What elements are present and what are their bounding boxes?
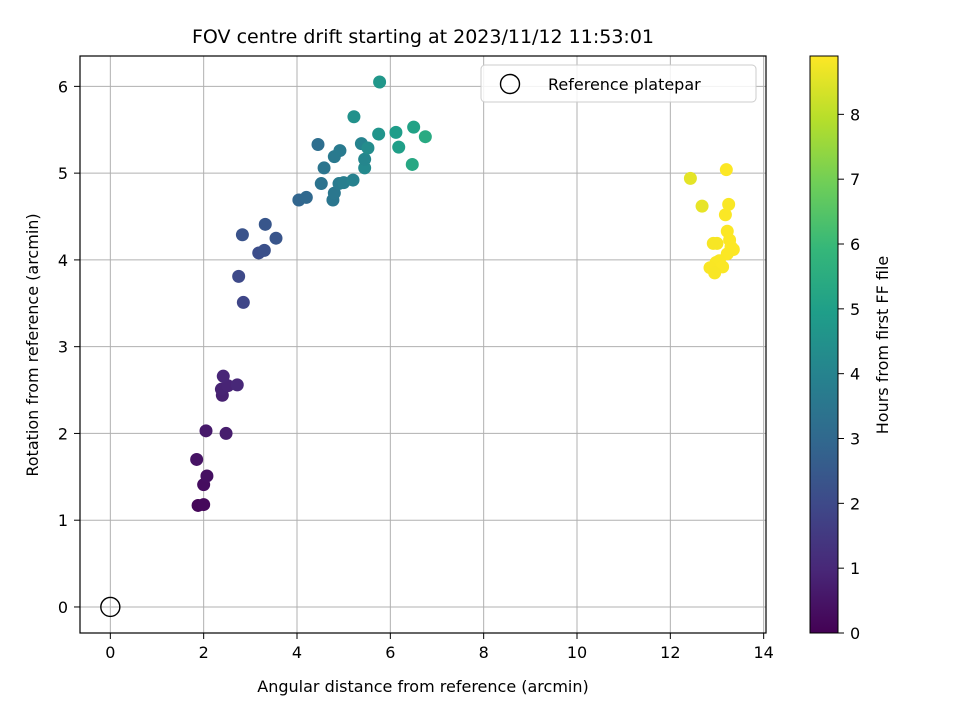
y-tick-label: 5 xyxy=(58,164,68,183)
data-point xyxy=(718,208,732,222)
data-point xyxy=(346,173,360,187)
colorbar-tick-label: 1 xyxy=(850,559,860,578)
y-tick-label: 0 xyxy=(58,598,68,617)
data-point xyxy=(317,161,331,175)
data-point xyxy=(333,144,347,158)
reference-layer xyxy=(100,596,121,618)
data-point xyxy=(372,127,386,141)
legend: Reference platepar xyxy=(480,64,757,103)
data-point xyxy=(347,110,361,124)
data-point xyxy=(722,197,736,211)
data-point xyxy=(236,295,250,309)
colorbar-tick-label: 3 xyxy=(850,430,860,449)
data-point xyxy=(695,199,709,213)
y-tick-label: 2 xyxy=(58,424,68,443)
chart-title: FOV centre drift starting at 2023/11/12 … xyxy=(192,26,654,48)
data-point xyxy=(230,378,244,392)
legend-box xyxy=(480,64,757,103)
data-point xyxy=(407,120,421,134)
x-axis-label: Angular distance from reference (arcmin) xyxy=(257,677,588,696)
data-point xyxy=(190,452,204,466)
legend-reference-label: Reference platepar xyxy=(548,75,701,94)
legend-reference-marker xyxy=(499,73,521,95)
y-tick-label: 6 xyxy=(58,77,68,96)
x-tick-label: 2 xyxy=(199,643,209,662)
x-axis-ticks: 0 2 4 6 8 10 12 14 xyxy=(105,633,774,662)
colorbar-tick-label: 7 xyxy=(850,170,860,189)
data-point xyxy=(314,177,328,191)
x-tick-label: 4 xyxy=(292,643,302,662)
colorbar-tick-label: 4 xyxy=(850,365,860,384)
data-point xyxy=(389,125,403,139)
data-point xyxy=(269,231,283,245)
data-point xyxy=(219,426,233,440)
y-axis-ticks: 0 1 2 3 4 5 6 xyxy=(58,77,80,617)
colorbar-tick-label: 6 xyxy=(850,235,860,254)
x-tick-label: 10 xyxy=(567,643,587,662)
x-tick-label: 0 xyxy=(105,643,115,662)
colorbar-tick-label: 0 xyxy=(850,624,860,643)
reference-point-marker xyxy=(100,596,121,618)
y-tick-label: 4 xyxy=(58,251,68,270)
data-point xyxy=(299,190,313,204)
colorbar-ticks: 0 1 2 3 4 5 6 7 8 xyxy=(838,105,860,643)
data-point xyxy=(216,369,230,383)
x-tick-label: 14 xyxy=(753,643,773,662)
data-point xyxy=(361,141,375,155)
y-axis-label: Rotation from reference (arcmin) xyxy=(23,213,42,476)
data-point xyxy=(311,138,325,152)
colorbar-tick-label: 8 xyxy=(850,105,860,124)
colorbar-gradient xyxy=(809,55,839,634)
colorbar-tick-label: 5 xyxy=(850,300,860,319)
data-point xyxy=(235,228,249,242)
plot-frame xyxy=(79,55,767,634)
x-tick-label: 6 xyxy=(385,643,395,662)
data-point xyxy=(392,140,406,154)
data-point xyxy=(197,498,211,512)
data-point xyxy=(373,75,387,89)
colorbar: 0 1 2 3 4 5 6 7 8 Hours from first FF file xyxy=(809,55,892,643)
data-point xyxy=(232,269,246,283)
data-point xyxy=(199,424,213,438)
grid xyxy=(80,56,766,633)
y-tick-label: 3 xyxy=(58,338,68,357)
data-point xyxy=(258,217,272,231)
data-point xyxy=(708,266,722,280)
data-point xyxy=(683,171,697,185)
colorbar-tick-label: 2 xyxy=(850,494,860,513)
data-point xyxy=(418,130,432,144)
colorbar-label: Hours from first FF file xyxy=(873,256,892,435)
data-point xyxy=(710,236,724,250)
data-point xyxy=(358,152,372,166)
data-points xyxy=(190,75,740,512)
data-point xyxy=(719,163,733,177)
x-tick-label: 12 xyxy=(660,643,680,662)
data-point xyxy=(257,243,271,257)
y-tick-label: 1 xyxy=(58,511,68,530)
data-point xyxy=(200,469,214,483)
data-point xyxy=(405,157,419,171)
x-tick-label: 8 xyxy=(479,643,489,662)
